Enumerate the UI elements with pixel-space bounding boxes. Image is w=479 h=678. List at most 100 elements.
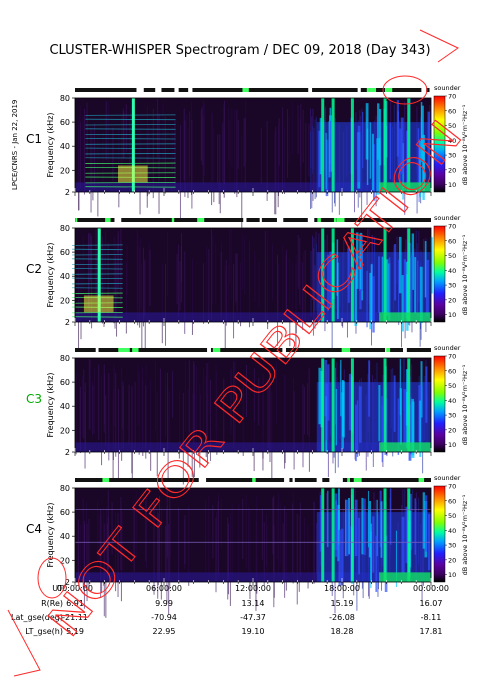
noise-streak <box>82 498 84 564</box>
emission-streak <box>396 100 400 157</box>
noise-streak <box>157 513 159 586</box>
emission-streak <box>417 260 419 318</box>
sounder-burst <box>321 488 325 582</box>
noise-streak <box>241 135 243 228</box>
ephemeris-value: 16.07 <box>420 599 443 608</box>
status-mark <box>341 348 350 352</box>
noise-streak <box>298 515 300 592</box>
noise-streak <box>209 380 211 462</box>
noise-streak <box>87 233 89 307</box>
sounder-burst <box>383 358 387 452</box>
noise-streak <box>153 502 155 595</box>
harmonic-line <box>85 147 176 150</box>
emission-streak <box>394 244 397 301</box>
noise-streak <box>128 120 130 194</box>
emission-streak <box>398 236 402 294</box>
credit-label: LPCE/CNRS - Jan 22, 2019 <box>11 100 19 190</box>
noise-streak <box>145 385 147 443</box>
emission-streak <box>414 257 417 314</box>
emission-streak <box>424 241 427 298</box>
y-tick-label: 60 <box>60 508 70 517</box>
y-tick-label: 40 <box>60 532 70 541</box>
ephemeris-value: 17.81 <box>420 627 443 636</box>
emission-streak <box>370 264 373 321</box>
noise-streak <box>91 380 93 437</box>
status-mark <box>95 348 99 352</box>
noise-streak <box>254 250 256 302</box>
noise-streak <box>93 367 95 434</box>
noise-streak <box>81 375 83 437</box>
status-mark <box>308 88 313 92</box>
noise-streak <box>304 386 306 435</box>
noise-streak <box>277 254 279 346</box>
emission-streak <box>405 130 408 188</box>
noise-streak <box>91 235 93 329</box>
emission-streak <box>422 134 426 192</box>
noise-streak <box>267 238 269 330</box>
emission-streak <box>347 246 350 303</box>
noise-streak <box>150 379 152 471</box>
noise-streak <box>234 109 236 194</box>
resonance-core <box>83 295 114 313</box>
noise-streak <box>172 370 174 419</box>
emission-streak <box>345 499 349 557</box>
spacecraft-label: C4 <box>26 522 42 536</box>
noise-streak <box>171 126 173 176</box>
noise-streak <box>112 127 114 181</box>
panel-c4: 2 20 40 60 80 Frequency (kHz) C4 sounder 10 20 30 4… <box>26 474 469 618</box>
noise-streak <box>278 118 280 166</box>
ephemeris-value: 18.28 <box>331 627 354 636</box>
noise-streak <box>144 257 146 350</box>
status-mark <box>198 478 207 482</box>
noise-streak <box>121 115 123 180</box>
noise-streak <box>312 248 314 336</box>
noise-streak <box>183 520 185 570</box>
noise-streak <box>187 128 189 199</box>
noise-streak <box>169 510 171 558</box>
noise-streak <box>206 362 208 438</box>
noise-streak <box>184 120 186 197</box>
noise-streak <box>307 525 309 589</box>
status-mark <box>307 218 315 222</box>
harmonic-line <box>85 186 176 188</box>
noise-streak <box>261 508 263 560</box>
low-frequency-band <box>75 572 431 582</box>
status-strip <box>75 348 431 352</box>
emission-streak <box>427 111 431 169</box>
noise-streak <box>100 508 102 598</box>
ephemeris-value: -26.08 <box>329 613 355 622</box>
noise-streak <box>105 101 107 160</box>
sounder-burst <box>350 488 354 582</box>
emission-streak <box>417 128 420 185</box>
low-frequency-intensification <box>379 182 431 192</box>
noise-streak <box>243 118 245 167</box>
noise-streak <box>180 233 182 282</box>
harmonic-line <box>72 244 123 246</box>
spacecraft-label: C2 <box>26 262 42 276</box>
sounder-burst <box>383 98 387 192</box>
resonance-core <box>118 165 148 183</box>
emission-streak <box>358 234 361 292</box>
noise-streak <box>222 122 224 182</box>
emission-streak <box>414 498 416 555</box>
stamp-corner-stroke <box>419 29 459 63</box>
colorbar-tick-label: 20 <box>448 426 456 434</box>
noise-streak <box>240 262 242 327</box>
status-mark <box>338 478 343 482</box>
harmonic-line <box>72 273 123 275</box>
noise-streak <box>258 261 260 309</box>
sounder-burst <box>407 98 411 192</box>
emission-streak <box>381 256 384 314</box>
emission-streak <box>367 490 369 548</box>
emission-streak <box>401 516 405 574</box>
noise-streak <box>122 108 124 159</box>
noise-streak <box>230 368 232 428</box>
noise-streak <box>104 230 106 285</box>
y-tick-label: 20 <box>60 166 70 175</box>
noise-streak <box>115 372 117 457</box>
noise-streak <box>103 507 105 586</box>
status-mark <box>242 88 249 92</box>
emission-streak <box>405 369 409 426</box>
